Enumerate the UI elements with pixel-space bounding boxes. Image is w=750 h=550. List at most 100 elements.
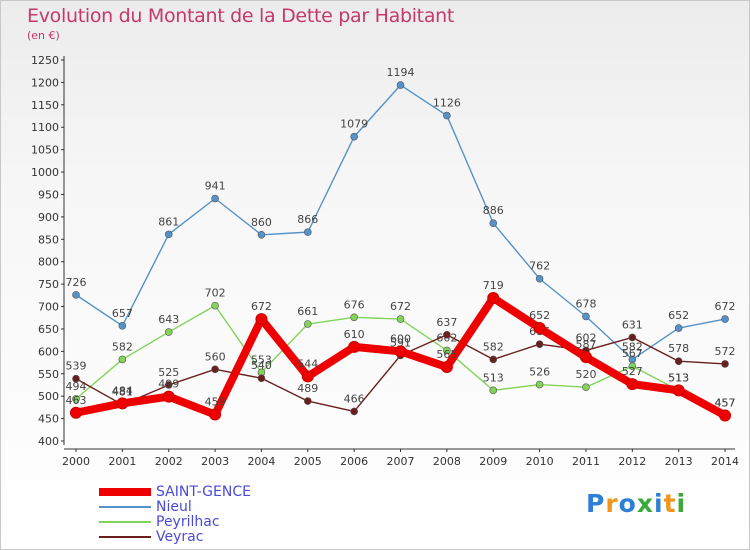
data-label: 587	[575, 338, 596, 351]
y-tick-label: 700	[38, 301, 59, 314]
x-tick-label: 2008	[433, 455, 461, 468]
data-label: 643	[158, 313, 179, 326]
y-tick-label: 550	[38, 368, 59, 381]
data-label: 567	[622, 347, 643, 360]
data-label: 652	[668, 309, 689, 322]
data-point	[164, 230, 173, 239]
data-point	[535, 274, 544, 283]
data-point	[164, 381, 173, 389]
chart-title: Evolution du Montant de la Dette par Hab…	[27, 5, 455, 27]
data-point	[394, 345, 407, 358]
data-point	[582, 312, 590, 321]
data-label: 494	[66, 380, 87, 393]
data-point	[719, 409, 732, 422]
logo-letter: t	[663, 489, 677, 518]
data-label: 565	[436, 348, 457, 361]
logo-letter: i	[654, 489, 664, 518]
y-tick-label: 850	[38, 233, 59, 246]
data-label: 582	[112, 340, 133, 353]
data-point	[396, 81, 405, 89]
data-point	[489, 355, 498, 364]
x-tick-label: 2010	[526, 455, 554, 468]
data-point	[257, 374, 266, 383]
y-tick-label: 750	[38, 278, 59, 291]
data-label: 672	[715, 300, 736, 313]
data-label: 602	[575, 331, 596, 344]
data-point	[674, 324, 683, 332]
data-point	[628, 362, 637, 370]
data-point	[626, 378, 639, 391]
data-label: 631	[622, 318, 643, 331]
data-label: 726	[66, 276, 87, 289]
legend-label: Nieul	[156, 499, 192, 515]
data-label: 582	[622, 340, 643, 353]
data-label: 582	[483, 340, 504, 353]
data-point	[303, 320, 312, 328]
data-label: 886	[483, 204, 504, 217]
legend-swatch	[99, 488, 151, 496]
data-point	[672, 384, 685, 397]
data-label: 941	[205, 180, 226, 193]
data-point	[443, 330, 451, 339]
data-point	[211, 301, 219, 310]
data-label: 572	[715, 345, 736, 358]
chart-subtitle: (en €)	[27, 29, 60, 42]
data-point	[303, 397, 312, 405]
data-label: 672	[251, 300, 272, 313]
data-label: 672	[390, 300, 411, 313]
data-label: 861	[158, 215, 179, 228]
data-label: 525	[158, 366, 179, 379]
data-point	[162, 390, 175, 403]
data-label: 539	[66, 360, 87, 373]
data-point	[72, 374, 80, 383]
data-label: 553	[251, 353, 272, 366]
logo-letter: i	[676, 489, 687, 518]
y-tick-label: 600	[38, 345, 59, 358]
data-label: 661	[297, 305, 318, 318]
data-label: 591	[390, 336, 411, 349]
data-label: 484	[112, 384, 133, 397]
data-label: 866	[297, 213, 318, 226]
logo-letter: P	[586, 489, 606, 518]
data-label: 637	[436, 316, 457, 329]
x-tick-label: 2007	[387, 455, 415, 468]
legend-label: Veyrac	[156, 529, 204, 545]
data-point	[255, 313, 268, 326]
legend-swatch	[99, 521, 151, 523]
data-label: 860	[251, 216, 272, 229]
data-label: 762	[529, 260, 550, 273]
data-label: 457	[715, 396, 736, 409]
x-tick-label: 2009	[479, 455, 507, 468]
data-point	[72, 291, 80, 299]
data-point	[348, 340, 361, 353]
data-point	[628, 333, 637, 342]
y-tick-label: 800	[38, 256, 59, 269]
data-label: 652	[529, 309, 550, 322]
logo-letter: x	[636, 489, 654, 518]
data-label: 527	[622, 365, 643, 378]
data-label: 499	[158, 378, 179, 391]
data-label: 657	[112, 307, 133, 320]
data-point	[535, 380, 544, 389]
data-label: 481	[112, 386, 133, 399]
x-tick-label: 2001	[108, 455, 136, 468]
data-label: 526	[529, 366, 550, 379]
data-point	[440, 361, 453, 374]
x-tick-label: 2003	[201, 455, 229, 468]
y-tick-label: 1050	[31, 144, 59, 157]
data-point	[721, 315, 729, 323]
data-label: 578	[668, 342, 689, 355]
y-tick-label: 1250	[31, 54, 59, 67]
data-label: 610	[344, 328, 365, 341]
y-tick-label: 950	[38, 188, 59, 201]
data-point	[674, 357, 683, 366]
data-point	[489, 219, 498, 227]
data-label: 600	[390, 332, 411, 345]
data-point	[211, 365, 219, 374]
data-point	[721, 360, 729, 368]
data-label: 466	[344, 392, 365, 405]
data-point	[487, 292, 500, 305]
data-label: 676	[344, 298, 365, 311]
data-label: 457	[715, 396, 736, 409]
